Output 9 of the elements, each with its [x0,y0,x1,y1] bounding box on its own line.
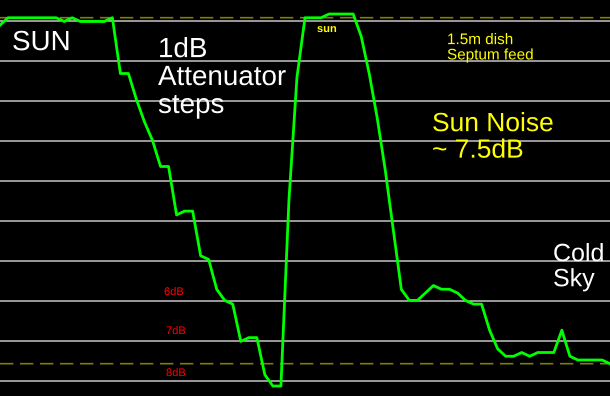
annotation: sun [317,26,336,32]
annotation: Sun Noise ~ 7.5dB [433,112,553,158]
annotation: Cold Sky [554,243,603,292]
annotation: 8dB [166,368,186,376]
annotation: 1dB Attenuator steps [158,37,286,119]
annotation: 1.5m dish Septum feed [448,33,533,63]
annotation: 6dB [164,287,184,296]
annotation: 7dB [166,326,186,334]
annotation: SUN [13,30,68,50]
